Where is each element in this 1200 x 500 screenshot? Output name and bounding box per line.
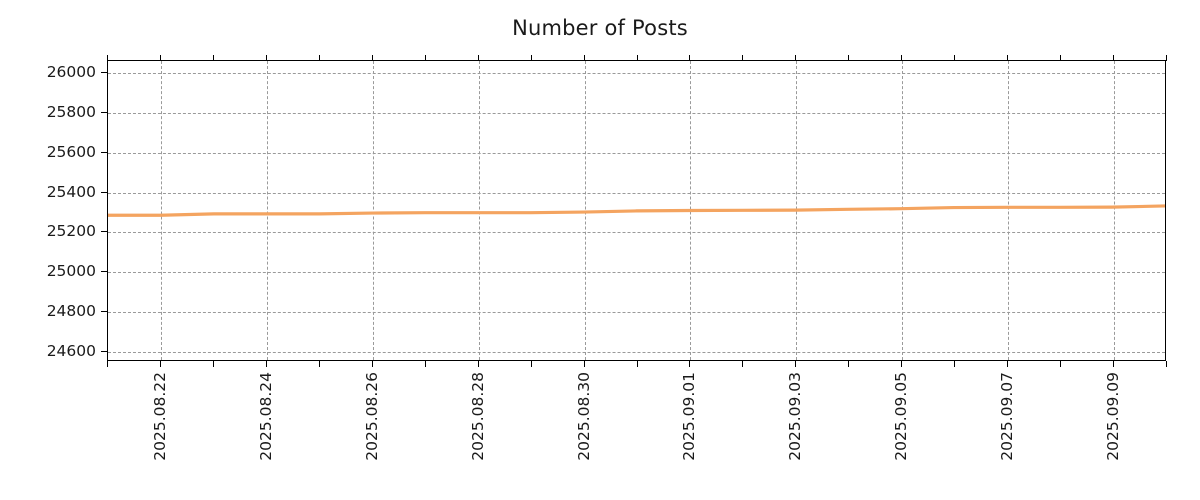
y-axis-tick-mark <box>101 71 107 73</box>
x-axis-tick-mark <box>265 361 267 367</box>
x-axis-tick-label: 2025.09.01 <box>680 372 699 461</box>
x-axis-tick-mark-top <box>1060 55 1062 61</box>
data-series-line <box>108 204 1165 217</box>
gridline-horizontal <box>108 312 1165 314</box>
x-axis-tick-label: 2025.08.22 <box>150 372 169 461</box>
x-axis-tick-mark <box>795 361 797 367</box>
y-axis-tick-label: 25200 <box>46 222 96 241</box>
x-axis-tick-mark <box>530 361 532 367</box>
y-axis-tick-label: 24600 <box>46 342 96 361</box>
y-axis-tick-mark <box>101 231 107 233</box>
x-axis-tick-mark-top <box>265 55 267 61</box>
y-axis-tick-label: 25800 <box>46 102 96 121</box>
x-axis-tick-mark <box>1060 361 1062 367</box>
x-axis-tick-mark <box>477 361 479 367</box>
y-axis-tick-label: 25600 <box>46 142 96 161</box>
gridline-horizontal <box>108 152 1165 154</box>
x-axis-tick-label: 2025.08.30 <box>574 372 593 461</box>
x-axis-tick-mark <box>901 361 903 367</box>
gridline-vertical <box>372 61 374 360</box>
x-axis-tick-mark <box>159 361 161 367</box>
x-axis-tick-mark <box>371 361 373 367</box>
x-axis-tick-label: 2025.09.09 <box>1104 372 1123 461</box>
x-axis-tick-mark-top <box>424 55 426 61</box>
x-axis-tick-mark-top <box>318 55 320 61</box>
gridline-vertical <box>266 61 268 360</box>
x-axis-tick-label: 2025.09.03 <box>786 372 805 461</box>
x-axis-tick-label: 2025.08.28 <box>468 372 487 461</box>
gridline-horizontal <box>108 272 1165 274</box>
gridline-vertical <box>160 61 162 360</box>
plot-area <box>107 60 1166 361</box>
x-axis-tick-mark <box>636 361 638 367</box>
y-axis-tick-label: 26000 <box>46 62 96 81</box>
y-axis-tick-mark <box>101 191 107 193</box>
x-axis-tick-mark-top <box>636 55 638 61</box>
x-axis-tick-mark-top <box>901 55 903 61</box>
x-axis-tick-mark <box>742 361 744 367</box>
x-axis-tick-mark-top <box>477 55 479 61</box>
y-axis-tick-mark <box>101 151 107 153</box>
x-axis-tick-mark <box>212 361 214 367</box>
x-axis-tick-label: 2025.09.05 <box>892 372 911 461</box>
y-axis-tick-mark <box>101 311 107 313</box>
y-axis-tick-mark <box>101 271 107 273</box>
x-axis-tick-mark <box>848 361 850 367</box>
x-axis-tick-mark <box>107 361 108 367</box>
x-axis-tick-mark <box>583 361 585 367</box>
x-axis-tick-mark <box>1113 361 1115 367</box>
y-axis-tick-label: 25000 <box>46 262 96 281</box>
gridline-vertical <box>1114 61 1116 360</box>
gridline-horizontal <box>108 232 1165 234</box>
x-axis-tick-mark-top <box>689 55 691 61</box>
x-axis-tick-label: 2025.08.24 <box>256 372 275 461</box>
x-axis-tick-mark-top <box>1166 55 1167 61</box>
x-axis-tick-mark <box>689 361 691 367</box>
x-axis-tick-mark-top <box>795 55 797 61</box>
x-axis-tick-mark <box>424 361 426 367</box>
x-axis-tick-mark-top <box>107 55 108 61</box>
gridline-vertical <box>902 61 904 360</box>
x-axis-tick-mark-top <box>742 55 744 61</box>
gridline-horizontal <box>108 192 1165 194</box>
gridline-horizontal <box>108 352 1165 354</box>
x-axis-tick-mark-top <box>530 55 532 61</box>
x-axis-tick-mark-top <box>1113 55 1115 61</box>
y-axis-tick-label: 24800 <box>46 302 96 321</box>
x-axis-tick-mark-top <box>583 55 585 61</box>
x-axis-tick-mark-top <box>1007 55 1009 61</box>
x-axis-tick-mark-top <box>954 55 956 61</box>
x-axis-tick-mark-top <box>159 55 161 61</box>
gridline-horizontal <box>108 112 1165 114</box>
gridline-vertical <box>478 61 480 360</box>
x-axis-tick-label: 2025.08.26 <box>362 372 381 461</box>
x-axis-tick-mark <box>1007 361 1009 367</box>
x-axis-tick-label: 2025.09.07 <box>998 372 1017 461</box>
x-axis-tick-mark-top <box>371 55 373 61</box>
y-axis-tick-mark <box>101 111 107 113</box>
y-axis-tick-mark <box>101 351 107 353</box>
gridline-vertical <box>1008 61 1010 360</box>
x-axis-tick-mark-top <box>848 55 850 61</box>
gridline-horizontal <box>108 72 1165 74</box>
x-axis-tick-mark-top <box>212 55 214 61</box>
x-axis-tick-mark <box>954 361 956 367</box>
x-axis-tick-mark <box>1166 361 1167 367</box>
y-axis-tick-label: 25400 <box>46 182 96 201</box>
x-axis-tick-mark <box>318 361 320 367</box>
chart-title: Number of Posts <box>512 16 688 40</box>
